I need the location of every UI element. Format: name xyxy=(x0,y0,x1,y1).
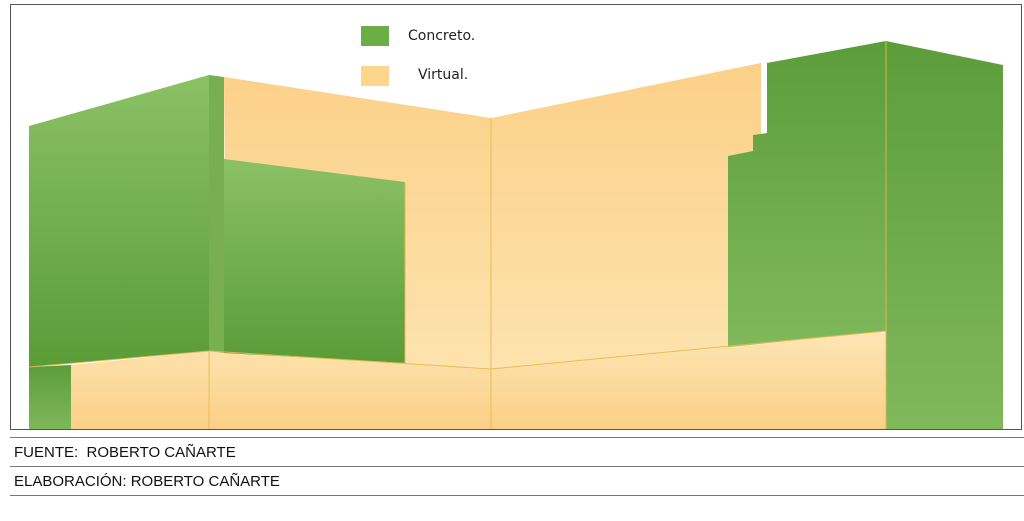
wall-diagram: Concreto. Virtual. xyxy=(28,26,1003,429)
concrete-region-right-wall xyxy=(886,41,1003,429)
wall-edge-lines xyxy=(28,41,887,429)
concrete-region-bottom-left xyxy=(29,365,71,429)
caption-elaboration-text: ELABORACIÓN: ROBERTO CAÑARTE xyxy=(14,473,280,490)
concrete-region-right-center xyxy=(728,41,886,347)
concrete-region-left-center xyxy=(224,159,405,363)
legend-label-concrete: Concreto. xyxy=(408,28,475,44)
concrete-region-left-corner-strip xyxy=(209,75,225,353)
caption-divider xyxy=(10,495,1024,496)
caption-elaboration: ELABORACIÓN: ROBERTO CAÑARTE xyxy=(10,466,1024,496)
caption-source: FUENTE: ROBERTO CAÑARTE xyxy=(10,437,1024,467)
concrete-region-left-wall xyxy=(29,75,209,367)
caption-source-text: FUENTE: ROBERTO CAÑARTE xyxy=(14,444,236,461)
legend-swatch-virtual xyxy=(361,66,389,86)
legend: Concreto. Virtual. xyxy=(361,26,475,86)
legend-label-virtual: Virtual. xyxy=(418,67,468,83)
figure-frame: Concreto. Virtual. xyxy=(10,4,1022,430)
legend-swatch-concrete xyxy=(361,26,389,46)
